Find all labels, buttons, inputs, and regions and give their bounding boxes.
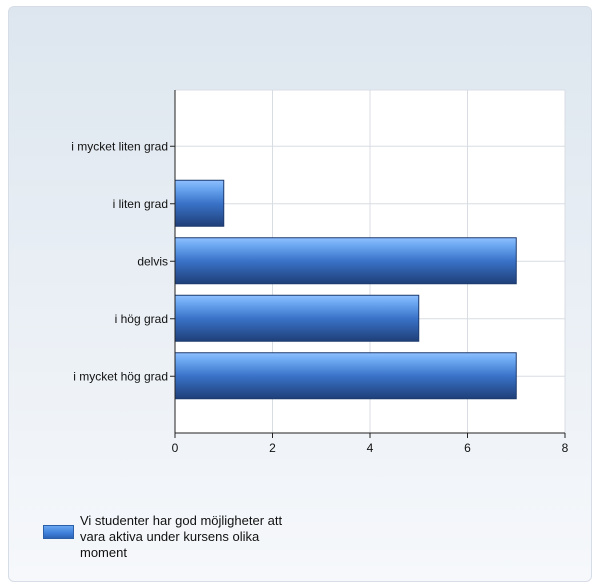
chart-panel: i mycket liten grad i liten grad delvis i h… <box>8 6 592 582</box>
x-tick-label: 2 <box>269 441 276 455</box>
y-tick-label: i mycket liten grad <box>71 139 168 153</box>
y-tick-label: i hög grad <box>115 312 168 326</box>
x-tick-label: 4 <box>367 441 374 455</box>
bar <box>174 179 225 227</box>
chart-legend: Vi studenter har god möjligheter att var… <box>43 513 295 561</box>
y-tick-label: i liten grad <box>113 197 168 211</box>
legend-swatch <box>43 525 74 539</box>
bar <box>174 294 420 342</box>
x-tick-label: 6 <box>464 441 471 455</box>
bar <box>174 352 517 400</box>
legend-label: Vi studenter har god möjligheter att var… <box>80 513 283 560</box>
y-tick-label: delvis <box>137 254 168 268</box>
bar-chart: i mycket liten grad i liten grad delvis i h… <box>71 89 569 455</box>
x-tick-label: 0 <box>172 441 179 455</box>
bar <box>174 237 517 285</box>
x-tick-label: 8 <box>562 441 569 455</box>
y-tick-label: i mycket hög grad <box>73 369 168 383</box>
